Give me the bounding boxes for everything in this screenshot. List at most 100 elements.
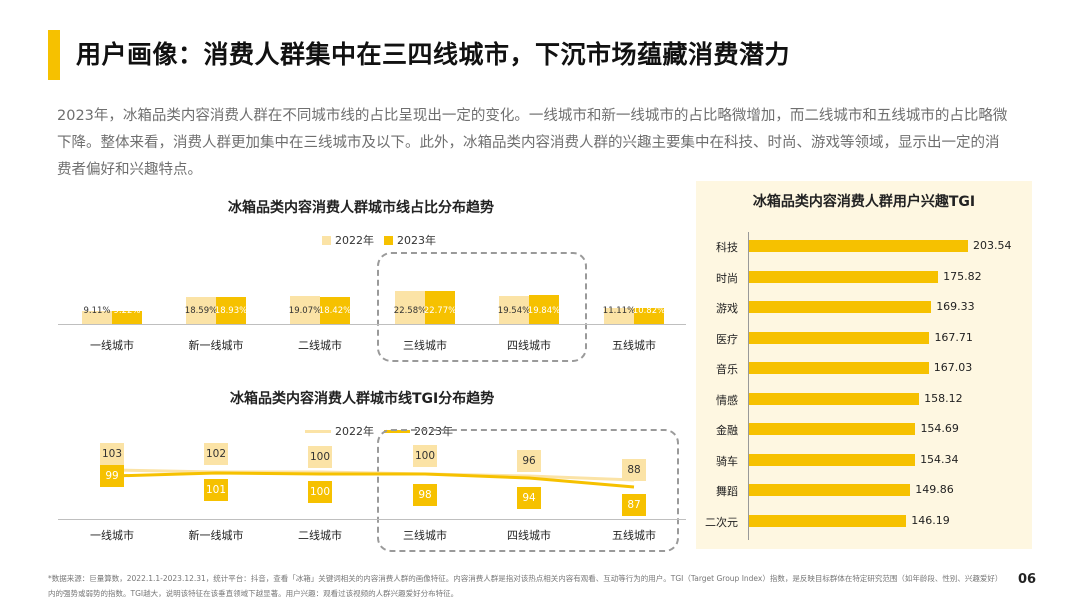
tgi-value-box-2022: 96 [517,450,541,472]
interest-value-label: 154.34 [920,452,959,466]
tgi-legend-item-2023: 2023年 [384,423,453,439]
interest-value-label: 158.12 [924,391,963,405]
interest-bar [749,270,939,283]
interest-bar [749,301,932,313]
tgi-value-box-2023: 87 [622,494,646,516]
bar-2023 [216,296,246,324]
interest-category-label: 二次元 [705,515,738,529]
interest-category-label: 骑车 [716,454,738,468]
bar-2022 [499,295,529,324]
interest-category-label: 情感 [716,393,738,407]
highlight-box-tier3-5-tgi [377,429,679,552]
bar-value-label: 9.11% [83,306,111,316]
tgi-value-box-2022: 100 [308,446,332,468]
bar-value-label: 22.77% [423,306,457,316]
bar-value-label: 9.22% [113,306,141,316]
interest-category-label: 医疗 [716,332,738,346]
footnote: *数据来源：巨量算数，2022.1.1-2023.12.31，统计平台：抖音，查… [48,574,1003,598]
tgi-value-box-2022: 103 [100,443,124,465]
tgi-value-box-2023: 101 [204,479,228,501]
tgi-chart-legend: 2022年 2023年 [305,423,463,439]
bar-value-label: 18.42% [318,306,352,316]
interest-bar [749,240,968,252]
highlight-box-tier3-4-share [377,252,587,362]
bar-2023 [634,308,664,324]
bar-value-label: 10.82% [632,306,666,316]
category-label: 四线城市 [507,339,551,352]
bar-2022 [290,296,320,324]
category-label: 一线城市 [90,339,134,352]
tgi-value-box-2022: 100 [413,445,437,467]
bar-value-label: 19.54% [497,306,531,316]
interest-bar [749,514,907,527]
tgi-value-box-2023: 98 [413,484,437,506]
tgi-legend-line-2022 [305,429,331,433]
tgi-chart-baseline [58,519,686,520]
interest-value-label: 169.33 [936,300,975,313]
legend-label-2022: 2022年 [335,234,374,247]
category-label: 二线城市 [298,339,342,352]
category-label: 五线城市 [612,339,656,352]
bar-2023 [320,297,350,324]
interest-value-label: 149.86 [915,483,954,496]
tgi-value-box-2023: 94 [517,487,541,509]
interest-bar [749,423,916,435]
bar-2022 [395,291,425,324]
tgi-legend-line-2023 [384,429,410,433]
category-label: 新一线城市 [188,339,244,352]
interest-bar [749,392,920,405]
interest-value-label: 146.19 [911,513,950,527]
category-label: 四线城市 [507,529,551,542]
legend-item-2022: 2022年 [322,232,374,248]
bar-value-label: 22.58% [393,306,427,316]
tgi-legend-item-2022: 2022年 [305,423,374,439]
bar-2022 [604,307,634,324]
interest-value-label: 167.03 [933,361,973,374]
interest-value-label: 154.69 [920,422,959,435]
bar-value-label: 18.93% [214,306,248,316]
interest-category-label: 舞蹈 [716,485,738,498]
page-number: 06 [1018,572,1037,587]
intro-paragraph: 2023年，冰箱品类内容消费人群在不同城市线的占比呈现出一定的变化。一线城市和新… [57,108,1008,178]
legend-swatch-2023 [384,235,393,245]
bar-2022 [186,297,216,324]
bar-2023 [112,310,142,324]
tgi-value-box-2023: 99 [100,465,124,487]
interest-value-label: 167.71 [934,330,973,344]
interest-category-label: 音乐 [716,363,738,376]
tgi-legend-label-2023: 2023年 [414,425,453,438]
category-label: 五线城市 [612,529,656,542]
tgi-legend-label-2022: 2022年 [335,425,374,438]
bar-2023 [529,295,559,324]
legend-item-2023: 2023年 [384,232,436,248]
share-chart-title: 冰箱品类内容消费人群城市线占比分布趋势 [228,200,494,216]
interest-bar [749,362,929,374]
bar-value-label: 11.11% [602,306,636,316]
share-chart-legend: 2022年 2023年 [322,232,446,248]
interest-category-label: 金融 [716,424,738,437]
interest-value-label: 175.82 [943,269,982,283]
interest-chart-axis [748,232,749,540]
tgi-chart-title: 冰箱品类内容消费人群城市线TGI分布趋势 [230,391,495,407]
bar-value-label: 19.07% [288,306,322,316]
interest-bar [749,484,911,496]
page-title: 用户画像：消费人群集中在三四线城市，下沉市场蕴藏消费潜力 [76,40,791,69]
category-label: 二线城市 [298,529,342,542]
tgi-line-2023 [111,471,635,489]
title-accent-bar [48,30,60,80]
category-label: 三线城市 [403,339,447,352]
tgi-value-box-2022: 88 [622,459,646,481]
category-label: 一线城市 [90,529,134,542]
bar-2023 [425,291,455,324]
interest-category-label: 时尚 [716,271,738,285]
tgi-value-box-2023: 100 [308,481,332,503]
interest-bar [749,331,930,344]
interest-category-label: 科技 [716,241,738,254]
bar-value-label: 19.84% [527,306,561,316]
interest-value-label: 203.54 [973,239,1012,252]
legend-swatch-2022 [322,235,331,245]
bar-2022 [82,310,112,324]
interest-bar [749,453,916,466]
category-label: 三线城市 [403,529,447,542]
